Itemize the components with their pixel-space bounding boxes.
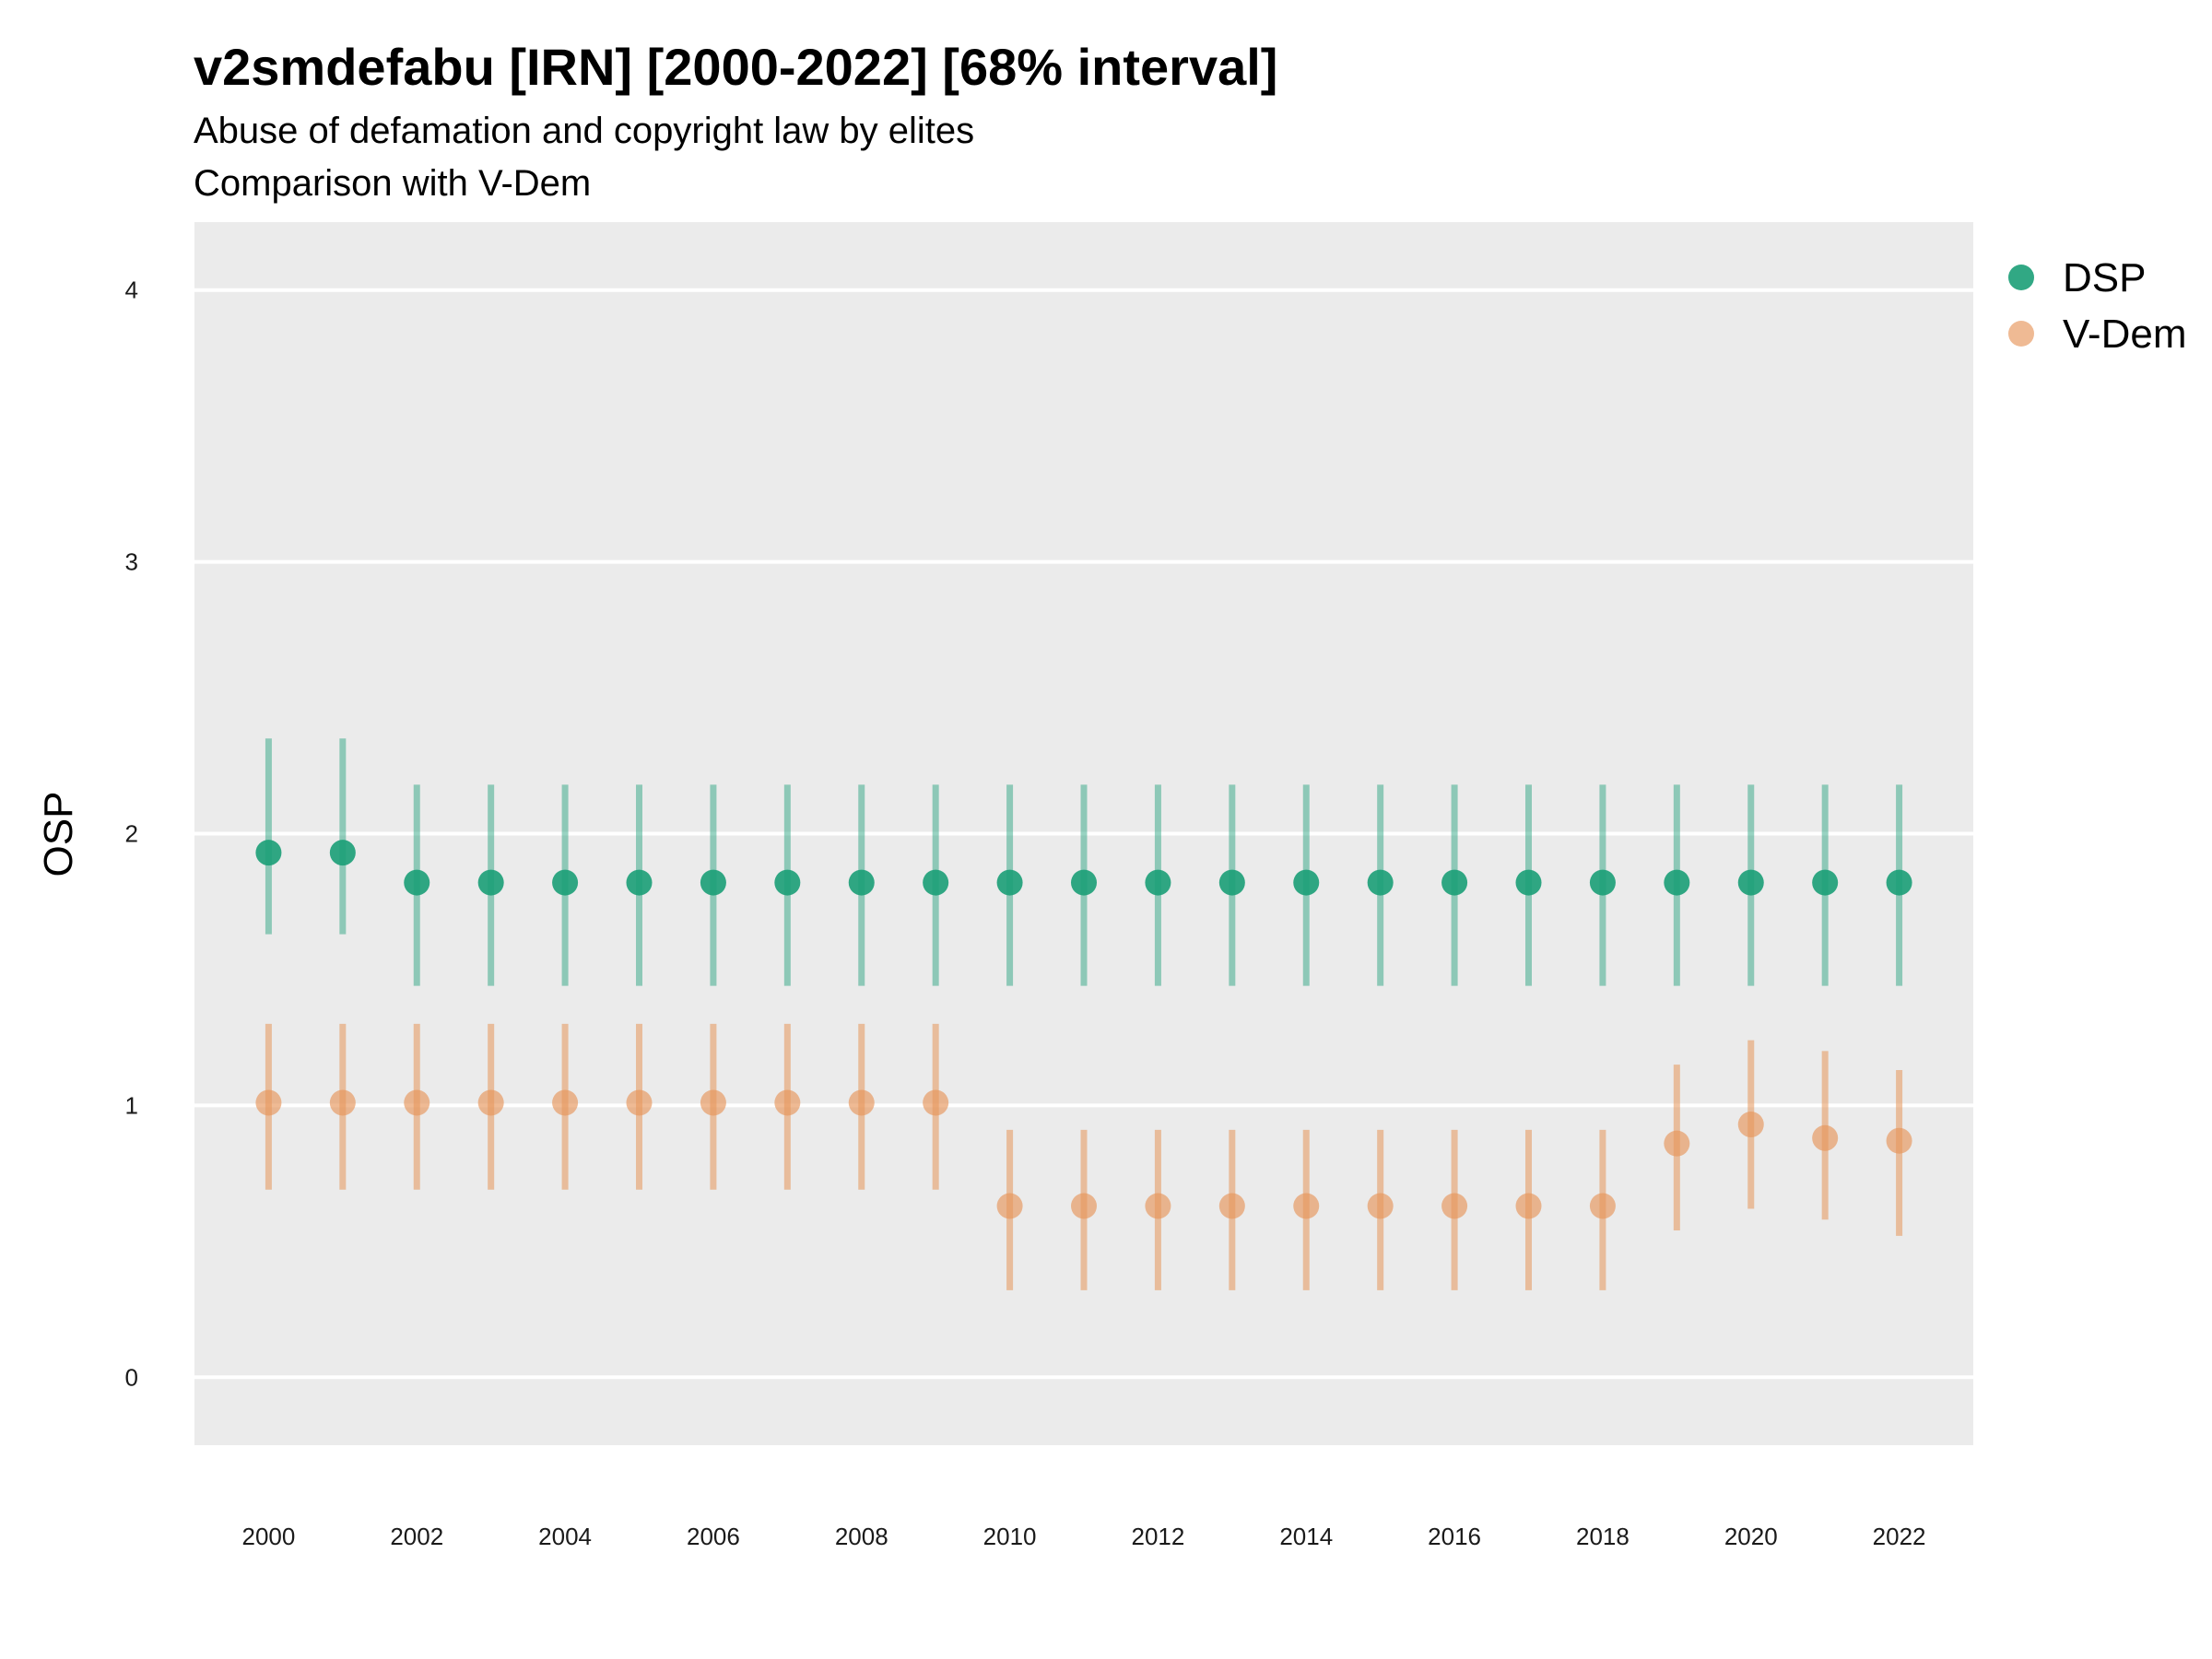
legend-label: DSP	[2063, 255, 2146, 300]
data-point-v-dem	[1367, 1193, 1394, 1219]
data-point-dsp	[1737, 869, 1764, 896]
data-point-v-dem	[1737, 1112, 1764, 1138]
data-point-dsp	[626, 869, 653, 896]
x-tick-label: 2014	[1279, 1523, 1333, 1550]
data-point-v-dem	[329, 1089, 356, 1116]
chart-subtitle-line-1: Abuse of defamation and copyright law by…	[194, 111, 974, 151]
data-point-dsp	[1812, 869, 1839, 896]
data-point-dsp	[996, 869, 1023, 896]
data-point-dsp	[1589, 869, 1616, 896]
series-dsp	[255, 738, 1912, 986]
y-tick-label: 3	[125, 548, 138, 576]
data-point-v-dem	[477, 1089, 504, 1116]
data-point-dsp	[1071, 869, 1097, 896]
data-point-v-dem	[1071, 1193, 1097, 1219]
data-point-dsp	[774, 869, 801, 896]
series-v-dem	[255, 1023, 1912, 1290]
data-point-v-dem	[1589, 1193, 1616, 1219]
data-point-v-dem	[848, 1089, 875, 1116]
data-point-dsp	[1515, 869, 1542, 896]
y-tick-label: 4	[125, 276, 138, 304]
data-point-dsp	[404, 869, 430, 896]
data-point-v-dem	[996, 1193, 1023, 1219]
data-point-v-dem	[1664, 1130, 1690, 1157]
data-point-dsp	[552, 869, 579, 896]
data-point-v-dem	[700, 1089, 726, 1116]
legend-key-dsp	[2008, 265, 2034, 290]
data-point-v-dem	[1293, 1193, 1320, 1219]
data-point-v-dem	[923, 1089, 949, 1116]
data-point-v-dem	[1812, 1124, 1839, 1151]
data-point-v-dem	[552, 1089, 579, 1116]
y-tick-label: 0	[125, 1363, 138, 1391]
x-tick-label: 2016	[1428, 1523, 1481, 1550]
legend: DSP V-Dem	[2008, 255, 2186, 357]
x-tick-label: 2008	[835, 1523, 888, 1550]
y-axis-title: OSP	[36, 792, 81, 877]
x-tick-label: 2022	[1873, 1523, 1926, 1550]
data-point-dsp	[1367, 869, 1394, 896]
data-point-dsp	[848, 869, 875, 896]
data-point-dsp	[700, 869, 726, 896]
x-tick-label: 2010	[983, 1523, 1037, 1550]
data-point-dsp	[1441, 869, 1468, 896]
data-point-dsp	[1218, 869, 1245, 896]
legend-label: V-Dem	[2063, 312, 2186, 357]
x-tick-label: 2006	[687, 1523, 740, 1550]
data-point-dsp	[329, 840, 356, 866]
data-point-v-dem	[626, 1089, 653, 1116]
data-series	[255, 738, 1912, 1290]
x-tick-label: 2002	[390, 1523, 443, 1550]
x-tick-label: 2000	[241, 1523, 295, 1550]
x-tick-label: 2004	[538, 1523, 592, 1550]
x-tick-label: 2020	[1724, 1523, 1778, 1550]
data-point-v-dem	[1145, 1193, 1171, 1219]
data-point-v-dem	[774, 1089, 801, 1116]
data-point-v-dem	[1886, 1127, 1912, 1154]
y-axis-ticks: 0 1 2 3 4	[125, 276, 138, 1392]
data-point-dsp	[1145, 869, 1171, 896]
data-point-v-dem	[1515, 1193, 1542, 1219]
data-point-dsp	[1664, 869, 1690, 896]
data-point-v-dem	[1218, 1193, 1245, 1219]
data-point-v-dem	[255, 1089, 282, 1116]
x-axis-ticks: 2000 2002 2004 2006 2008 2010 2012 2014 2016 2018…	[241, 1523, 1925, 1550]
chart-title: v2smdefabu [IRN] [2000-2022] [68% interv…	[194, 38, 1277, 96]
y-tick-label: 2	[125, 820, 138, 848]
data-point-v-dem	[404, 1089, 430, 1116]
x-tick-label: 2012	[1131, 1523, 1184, 1550]
chart-subtitle-line-2: Comparison with V-Dem	[194, 163, 591, 204]
data-point-v-dem	[1441, 1193, 1468, 1219]
data-point-dsp	[1886, 869, 1912, 896]
data-point-dsp	[477, 869, 504, 896]
legend-key-v-dem	[2008, 321, 2034, 347]
data-point-dsp	[255, 840, 282, 866]
data-point-dsp	[1293, 869, 1320, 896]
x-tick-label: 2018	[1576, 1523, 1630, 1550]
y-tick-label: 1	[125, 1091, 138, 1119]
data-point-dsp	[923, 869, 949, 896]
